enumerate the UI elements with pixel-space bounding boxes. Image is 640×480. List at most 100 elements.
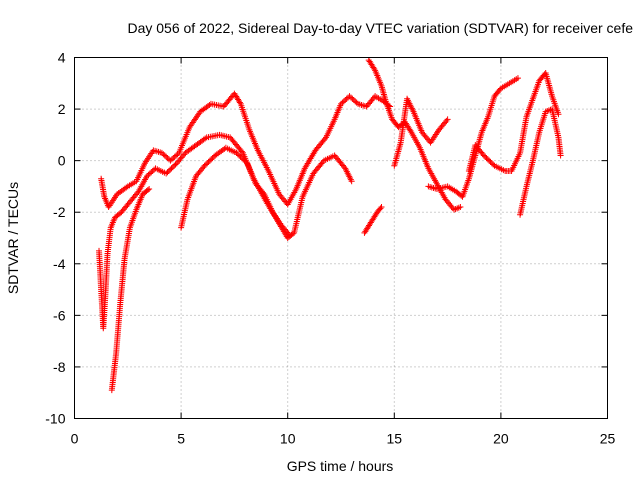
data-point <box>146 170 153 177</box>
data-point <box>161 152 168 159</box>
data-point <box>377 205 384 212</box>
data-point <box>321 135 328 142</box>
data-point <box>236 152 243 159</box>
series-track-h <box>465 69 562 174</box>
data-point <box>208 156 215 163</box>
chart-title: Day 056 of 2022, Sidereal Day-to-day VTE… <box>127 20 633 36</box>
data-point <box>160 151 167 158</box>
data-point <box>349 95 356 102</box>
x-tick-label: 5 <box>177 431 185 447</box>
data-point <box>443 117 450 124</box>
data-point <box>348 178 355 185</box>
data-point <box>340 98 347 105</box>
data-point <box>237 153 244 160</box>
data-point <box>483 155 490 162</box>
data-point <box>163 170 170 177</box>
data-point <box>167 166 174 173</box>
data-point <box>236 99 243 106</box>
data-point <box>557 152 564 159</box>
data-point <box>200 164 207 171</box>
data-point <box>352 98 359 105</box>
x-tick-label: 25 <box>600 431 616 447</box>
data-point <box>134 190 141 197</box>
series-track-j <box>361 204 385 236</box>
data-point <box>407 127 414 134</box>
x-tick-label: 15 <box>387 431 403 447</box>
y-tick-label: -4 <box>53 256 66 272</box>
data-point <box>487 158 494 165</box>
data-point <box>233 149 240 156</box>
data-point <box>163 153 170 160</box>
plot-frame <box>74 57 608 419</box>
data-point <box>158 149 165 156</box>
x-tick-label: 20 <box>493 431 509 447</box>
data-point <box>338 100 344 107</box>
data-point <box>144 187 151 194</box>
data-point <box>457 204 464 211</box>
data-point <box>242 158 249 165</box>
data-point <box>164 169 171 176</box>
data-point <box>342 97 349 104</box>
data-point <box>148 169 155 176</box>
data-point <box>168 156 175 163</box>
series-track-d <box>178 144 293 239</box>
data-point <box>145 171 152 178</box>
series-track-i <box>517 106 564 218</box>
data-point <box>172 161 179 168</box>
data-point <box>143 173 150 180</box>
data-point <box>201 162 208 169</box>
data-point <box>238 155 245 162</box>
data-point <box>209 155 216 162</box>
data-point <box>482 153 489 160</box>
data-point <box>346 93 353 100</box>
data-point <box>488 160 495 167</box>
data-series <box>96 57 564 394</box>
series-track-b <box>96 131 355 332</box>
data-point <box>240 156 247 163</box>
tick-labels: 0 5 10 15 20 25 -10 -8 -6 -4 -2 0 2 4 <box>45 50 615 447</box>
data-point <box>555 111 562 118</box>
y-tick-label: -6 <box>53 307 66 323</box>
data-point <box>484 156 491 163</box>
data-point <box>371 65 378 72</box>
data-point <box>202 161 209 168</box>
series-track-a <box>98 90 394 211</box>
data-point <box>479 151 486 158</box>
data-point <box>168 165 175 172</box>
data-point <box>171 153 178 160</box>
data-point <box>350 97 357 104</box>
data-point <box>204 160 211 167</box>
series-track-c <box>108 186 153 394</box>
data-point <box>206 157 213 164</box>
data-point <box>353 99 360 106</box>
data-point <box>514 75 521 82</box>
data-point <box>490 161 497 168</box>
y-tick-label: -2 <box>53 204 66 220</box>
data-point <box>347 94 354 101</box>
data-point <box>238 148 245 155</box>
y-tick-label: -8 <box>53 359 66 375</box>
data-point <box>444 116 451 123</box>
x-tick-label: 0 <box>71 431 79 447</box>
y-tick-label: 4 <box>58 50 66 66</box>
data-point <box>169 164 176 171</box>
data-point <box>174 151 181 158</box>
data-point <box>165 167 172 174</box>
data-point <box>339 99 346 106</box>
y-tick-label: -10 <box>45 411 65 427</box>
data-point <box>181 151 188 158</box>
axis-ticks <box>74 57 608 419</box>
data-point <box>170 155 177 162</box>
y-tick-label: 0 <box>58 153 66 169</box>
data-point <box>480 152 487 159</box>
data-point <box>167 157 174 164</box>
series-track-e <box>365 57 464 213</box>
data-point <box>486 157 493 164</box>
data-point <box>205 158 212 165</box>
data-point <box>173 152 180 159</box>
data-point <box>164 155 171 162</box>
series-track-f <box>391 95 451 169</box>
data-point <box>341 163 348 170</box>
data-point <box>149 167 156 174</box>
